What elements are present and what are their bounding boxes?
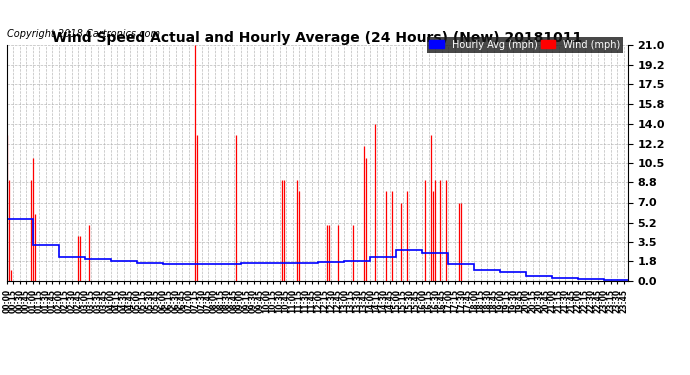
Title: Wind Speed Actual and Hourly Average (24 Hours) (New) 20181011: Wind Speed Actual and Hourly Average (24… [52, 31, 582, 45]
Text: Copyright 2018 Cartronics.com: Copyright 2018 Cartronics.com [7, 29, 160, 39]
Legend: Hourly Avg (mph), Wind (mph): Hourly Avg (mph), Wind (mph) [426, 37, 623, 53]
